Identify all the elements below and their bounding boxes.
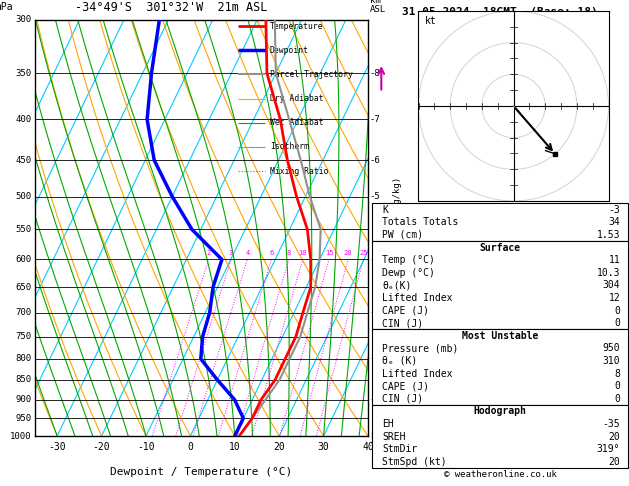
Text: SREH: SREH (382, 432, 406, 442)
Text: 310: 310 (603, 356, 620, 366)
Text: 900: 900 (16, 395, 31, 404)
Text: 8: 8 (615, 368, 620, 379)
Text: Dry Adiabat: Dry Adiabat (270, 94, 323, 103)
Text: 12: 12 (609, 293, 620, 303)
Text: -3: -3 (370, 308, 381, 317)
Text: Surface: Surface (479, 243, 521, 253)
Text: Totals Totals: Totals Totals (382, 217, 459, 227)
Text: -10: -10 (137, 442, 155, 452)
Text: θₑ (K): θₑ (K) (382, 356, 418, 366)
Text: -2: -2 (370, 354, 381, 364)
Text: CAPE (J): CAPE (J) (382, 306, 429, 315)
Text: 700: 700 (16, 308, 31, 317)
Text: 31.05.2024  18GMT  (Base: 18): 31.05.2024 18GMT (Base: 18) (402, 7, 598, 17)
Text: 500: 500 (16, 192, 31, 201)
Text: CIN (J): CIN (J) (382, 318, 423, 328)
Text: 4: 4 (245, 250, 250, 256)
Text: 319°: 319° (597, 444, 620, 454)
Text: 1000: 1000 (10, 432, 31, 440)
Text: -3: -3 (609, 205, 620, 215)
Text: -34°49'S  301°32'W  21m ASL: -34°49'S 301°32'W 21m ASL (75, 1, 267, 14)
Text: StmDir: StmDir (382, 444, 418, 454)
Text: 20: 20 (609, 432, 620, 442)
Text: K: K (382, 205, 388, 215)
Text: 20: 20 (609, 457, 620, 467)
Text: 34: 34 (609, 217, 620, 227)
Text: 0: 0 (187, 442, 193, 452)
Text: 800: 800 (16, 354, 31, 364)
Bar (372, 405, 628, 468)
Text: 450: 450 (16, 156, 31, 165)
Text: Dewpoint: Dewpoint (270, 46, 309, 55)
Text: Hodograph: Hodograph (474, 406, 526, 417)
Text: 20: 20 (344, 250, 352, 256)
Text: 10.3: 10.3 (597, 268, 620, 278)
Text: Dewp (°C): Dewp (°C) (382, 268, 435, 278)
Text: 350: 350 (16, 69, 31, 78)
Text: 10: 10 (229, 442, 241, 452)
Text: 650: 650 (16, 283, 31, 292)
Text: 600: 600 (16, 255, 31, 264)
Text: CIN (J): CIN (J) (382, 394, 423, 404)
Text: 0: 0 (615, 318, 620, 328)
Text: 400: 400 (16, 115, 31, 124)
Text: -20: -20 (93, 442, 111, 452)
Text: 6: 6 (269, 250, 274, 256)
Text: Most Unstable: Most Unstable (462, 331, 538, 341)
Text: -6: -6 (370, 156, 381, 165)
Text: Lifted Index: Lifted Index (382, 293, 453, 303)
Text: 750: 750 (16, 332, 31, 341)
Text: hPa: hPa (0, 1, 13, 12)
Text: 11: 11 (609, 255, 620, 265)
Bar (372, 203, 628, 241)
Text: 0: 0 (615, 381, 620, 391)
Text: 0: 0 (615, 306, 620, 315)
Text: 3: 3 (229, 250, 233, 256)
Bar (372, 241, 628, 330)
Text: 550: 550 (16, 225, 31, 234)
Text: Lifted Index: Lifted Index (382, 368, 453, 379)
Text: 0: 0 (615, 394, 620, 404)
Text: 10: 10 (299, 250, 307, 256)
Text: 30: 30 (318, 442, 330, 452)
Text: CAPE (J): CAPE (J) (382, 381, 429, 391)
Text: -1: -1 (370, 395, 381, 404)
Text: Isotherm: Isotherm (270, 142, 309, 151)
Text: -8: -8 (370, 69, 381, 78)
Text: 300: 300 (16, 16, 31, 24)
Text: 2: 2 (207, 250, 211, 256)
Text: PW (cm): PW (cm) (382, 230, 423, 240)
Text: -35: -35 (603, 419, 620, 429)
Text: 950: 950 (603, 343, 620, 353)
Text: 15: 15 (325, 250, 333, 256)
Text: EH: EH (382, 419, 394, 429)
Text: Temperature: Temperature (270, 22, 323, 31)
Text: StmSpd (kt): StmSpd (kt) (382, 457, 447, 467)
Text: Wet Adiabat: Wet Adiabat (270, 118, 323, 127)
Text: 950: 950 (16, 414, 31, 423)
Text: -5: -5 (370, 192, 381, 201)
Text: 1.53: 1.53 (597, 230, 620, 240)
Text: 20: 20 (274, 442, 285, 452)
Text: LCL: LCL (370, 432, 385, 440)
Text: -4: -4 (370, 255, 381, 264)
Text: Mixing Ratio: Mixing Ratio (270, 167, 328, 175)
Text: km
ASL: km ASL (370, 0, 386, 14)
Text: © weatheronline.co.uk: © weatheronline.co.uk (443, 470, 557, 480)
Text: 8: 8 (287, 250, 291, 256)
Text: 850: 850 (16, 375, 31, 384)
Text: Mixing Ratio (g/kg): Mixing Ratio (g/kg) (394, 177, 403, 279)
Text: Dewpoint / Temperature (°C): Dewpoint / Temperature (°C) (110, 467, 292, 477)
Text: Pressure (mb): Pressure (mb) (382, 343, 459, 353)
Text: Parcel Trajectory: Parcel Trajectory (270, 70, 353, 79)
Text: θₑ(K): θₑ(K) (382, 280, 411, 290)
Text: kt: kt (425, 16, 437, 26)
Text: -30: -30 (48, 442, 66, 452)
Text: -7: -7 (370, 115, 381, 124)
Text: 304: 304 (603, 280, 620, 290)
Text: Temp (°C): Temp (°C) (382, 255, 435, 265)
Bar (372, 330, 628, 405)
Text: 25: 25 (359, 250, 368, 256)
Text: 40: 40 (362, 442, 374, 452)
